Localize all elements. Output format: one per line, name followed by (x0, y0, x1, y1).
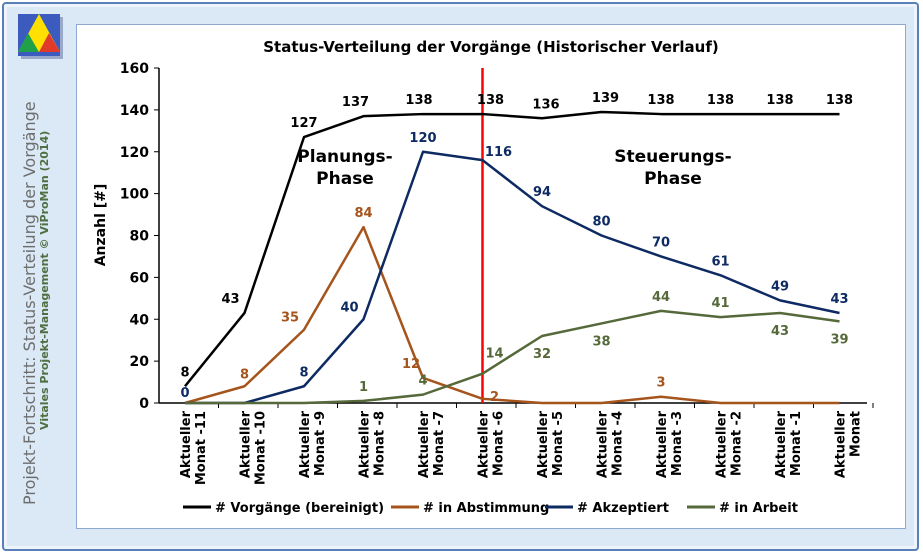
data-label: 35 (281, 311, 299, 326)
x-category-label: AktuellerMonat -8 (358, 410, 388, 478)
legend-label: # in Arbeit (719, 501, 798, 516)
series-line-3 (185, 150, 840, 405)
data-label: 138 (826, 93, 853, 108)
data-label: 43 (830, 292, 848, 307)
data-label: 80 (592, 215, 610, 230)
y-tick-label: 60 (130, 270, 150, 286)
legend-label: # Vorgänge (bereinigt) (215, 501, 384, 516)
data-label: 1 (359, 380, 368, 395)
data-label: 61 (711, 254, 729, 269)
data-label: 8 (180, 365, 189, 380)
sidebar-caption: Projekt-Fortschritt: Status-Verteilung d… (4, 0, 64, 520)
data-label: 120 (409, 131, 436, 146)
data-label: 136 (532, 97, 559, 112)
data-label: 138 (405, 93, 432, 108)
data-label: 2 (490, 390, 499, 405)
data-label: 39 (830, 332, 848, 347)
x-category-label: AktuellerMonat -4 (596, 410, 626, 478)
x-category-label: AktuellerMonat -11 (179, 410, 209, 485)
sidebar-copyright: Vitales Projekt-Management © ViProMan (2… (38, 130, 51, 430)
phase-annotation: Phase (644, 169, 702, 189)
data-label: 8 (240, 367, 249, 382)
x-category-label: AktuellerMonat -2 (715, 410, 745, 478)
triangle-logo-icon (18, 14, 63, 59)
data-label: 38 (592, 334, 610, 349)
x-category-label: AktuellerMonat (834, 410, 864, 478)
data-label: 12 (402, 357, 420, 372)
y-tick-label: 100 (120, 187, 149, 203)
data-label: 49 (771, 279, 789, 294)
phase-annotation: Planungs- (297, 147, 392, 167)
x-category-label: AktuellerMonat -3 (655, 410, 685, 478)
chart-svg: Status-Verteilung der Vorgänge (Historis… (93, 38, 874, 516)
data-label: 14 (485, 347, 503, 362)
x-category-label: AktuellerMonat -10 (239, 410, 269, 485)
legend-label: # in Abstimmung (423, 501, 549, 516)
data-label: 138 (647, 93, 674, 108)
y-axis-label: Anzahl [#] (93, 184, 109, 267)
data-label: 127 (290, 116, 317, 131)
chart-title: Status-Verteilung der Vorgänge (Historis… (263, 38, 718, 56)
data-label: 70 (652, 235, 670, 250)
y-tick-label: 120 (120, 145, 149, 161)
data-label: 137 (342, 95, 369, 110)
x-category-label: AktuellerMonat -1 (774, 410, 804, 478)
data-label: 138 (707, 93, 734, 108)
data-label: 8 (299, 365, 308, 380)
data-label: 32 (533, 347, 551, 362)
sidebar-title: Projekt-Fortschritt: Status-Verteilung d… (20, 101, 39, 505)
y-tick-label: 20 (130, 354, 150, 370)
data-label: 84 (354, 206, 372, 221)
y-tick-label: 0 (139, 396, 149, 412)
y-tick-label: 160 (120, 61, 149, 77)
data-label: 40 (340, 300, 358, 315)
data-label: 139 (592, 91, 619, 106)
data-label: 43 (771, 324, 789, 339)
chart-panel: Status-Verteilung der Vorgänge (Historis… (76, 24, 906, 529)
data-label: 41 (711, 296, 729, 311)
series-line-4 (185, 309, 840, 405)
x-category-label: AktuellerMonat -9 (298, 410, 328, 478)
x-category-label: AktuellerMonat -6 (477, 410, 507, 478)
data-label: 0 (180, 386, 189, 401)
data-label: 94 (533, 185, 551, 200)
data-label: 44 (652, 290, 670, 305)
data-label: 4 (418, 374, 427, 389)
legend-label: # Akzeptiert (577, 501, 669, 516)
phase-annotation: Steuerungs- (614, 147, 731, 167)
phase-annotation: Phase (316, 169, 374, 189)
y-tick-label: 140 (120, 103, 149, 119)
data-label: 138 (766, 93, 793, 108)
y-tick-label: 80 (130, 229, 150, 245)
y-tick-label: 40 (130, 312, 150, 328)
x-category-label: AktuellerMonat -5 (536, 410, 566, 478)
data-label: 43 (221, 292, 239, 307)
data-label: 116 (485, 145, 512, 160)
data-label: 3 (656, 376, 665, 391)
series-line-2 (184, 225, 840, 405)
x-category-label: AktuellerMonat -7 (417, 410, 447, 478)
data-label: 138 (477, 93, 504, 108)
series-line-1 (184, 110, 840, 388)
